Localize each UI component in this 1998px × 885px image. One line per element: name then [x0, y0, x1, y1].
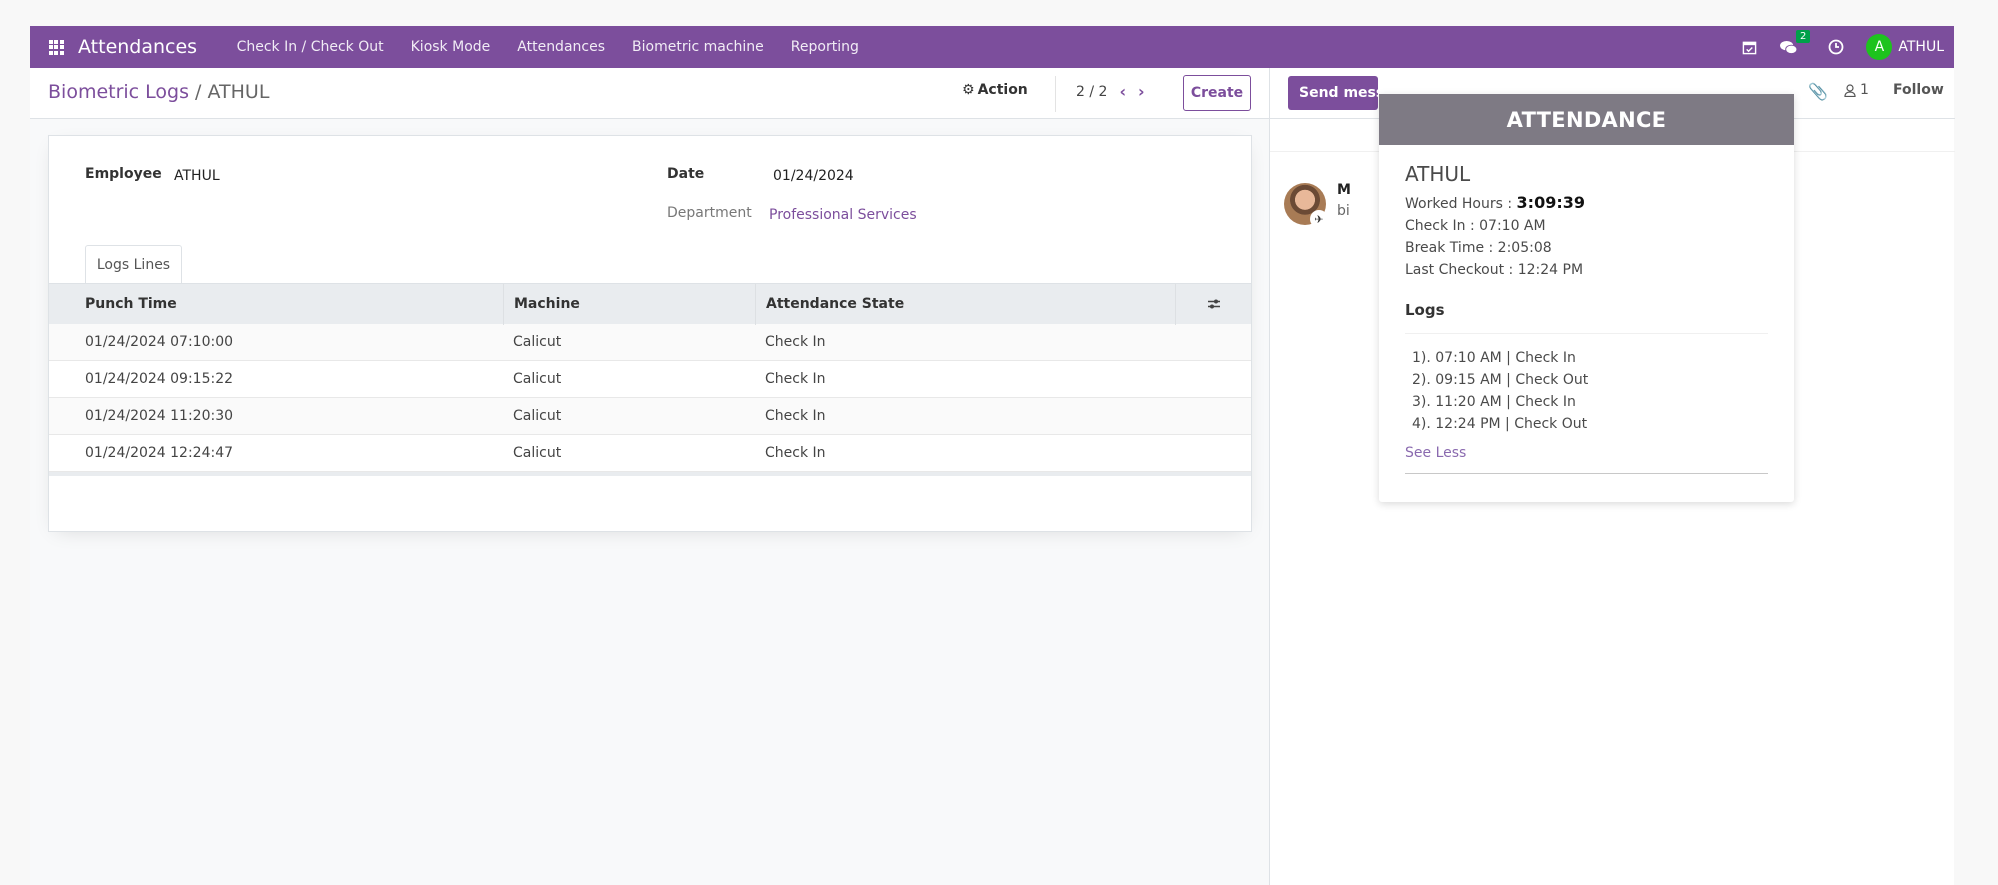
followers-button[interactable]: 1: [1844, 82, 1869, 98]
messages-badge: 2: [1796, 29, 1811, 43]
logs-table: Punch Time Machine Attendance State 01/2…: [49, 283, 1251, 476]
cell-attendance-state: Check In: [765, 408, 826, 424]
message-author[interactable]: M: [1337, 182, 1351, 198]
create-button[interactable]: Create: [1183, 75, 1251, 111]
popup-employee-name: ATHUL: [1405, 162, 1471, 186]
main-menu: Check In / Check Out Kiosk Mode Attendan…: [223, 39, 872, 55]
chevron-right-icon[interactable]: ›: [1138, 82, 1145, 101]
attendance-popup: ATTENDANCE ATHUL Worked Hours : 3:09:39 …: [1379, 94, 1794, 502]
menu-check-in-out[interactable]: Check In / Check Out: [236, 39, 384, 55]
worked-hours: Worked Hours : 3:09:39: [1405, 192, 1768, 215]
logs-heading: Logs: [1405, 301, 1768, 334]
table-footer: [49, 472, 1251, 476]
action-label: Action: [977, 82, 1028, 98]
activity-calendar-icon[interactable]: [1742, 40, 1757, 55]
employee-label: Employee: [85, 166, 162, 182]
control-panel: Biometric Logs / ATHUL ⚙ Action 2 / 2 ‹ …: [30, 68, 1269, 119]
breadcrumb-current: ATHUL: [207, 81, 270, 103]
cell-machine: Calicut: [513, 334, 562, 350]
user-icon: [1844, 83, 1856, 97]
tab-logs-lines[interactable]: Logs Lines: [85, 245, 182, 283]
breadcrumb: Biometric Logs / ATHUL: [48, 81, 269, 103]
table-header: Punch Time Machine Attendance State: [49, 283, 1251, 325]
cell-machine: Calicut: [513, 445, 562, 461]
log-item: 2). 09:15 AM | Check Out: [1412, 372, 1589, 388]
app-brand[interactable]: Attendances: [78, 36, 198, 58]
cell-attendance-state: Check In: [765, 445, 826, 461]
table-body: 01/24/2024 07:10:00 Calicut Check In 01/…: [49, 324, 1251, 472]
message-body: bi: [1337, 203, 1350, 219]
header-punch-time[interactable]: Punch Time: [85, 296, 177, 312]
cell-punch-time: 01/24/2024 11:20:30: [85, 408, 234, 424]
airplane-icon: ✈: [1310, 210, 1328, 228]
menu-attendances[interactable]: Attendances: [517, 39, 606, 55]
gear-icon: ⚙: [962, 82, 975, 98]
pager: 2 / 2 ‹ ›: [1076, 82, 1145, 101]
cell-machine: Calicut: [513, 371, 562, 387]
navbar-systray: 2 A ATHUL: [1742, 26, 1944, 68]
chevron-left-icon[interactable]: ‹: [1119, 82, 1127, 101]
cell-machine: Calicut: [513, 408, 562, 424]
app-menu-button[interactable]: [34, 39, 78, 55]
break-time: Break Time : 2:05:08: [1405, 240, 1552, 256]
action-menu-button[interactable]: ⚙ Action: [962, 82, 1028, 98]
header-machine[interactable]: Machine: [503, 283, 755, 325]
clock-icon[interactable]: [1828, 39, 1844, 55]
pager-value[interactable]: 2 / 2: [1076, 83, 1108, 100]
form-sheet: Employee ATHUL Date 01/24/2024 Departmen…: [48, 135, 1252, 532]
optional-columns-toggle[interactable]: [1175, 283, 1251, 325]
date-field[interactable]: 01/24/2024: [773, 168, 854, 184]
divider: [1405, 473, 1768, 474]
cell-punch-time: 01/24/2024 12:24:47: [85, 445, 234, 461]
worked-hours-value: 3:09:39: [1516, 193, 1586, 212]
table-row[interactable]: 01/24/2024 09:15:22 Calicut Check In: [49, 361, 1251, 398]
menu-biometric-machine[interactable]: Biometric machine: [632, 39, 764, 55]
user-menu[interactable]: A ATHUL: [1866, 34, 1944, 60]
messages-icon[interactable]: 2: [1779, 29, 1811, 55]
table-row[interactable]: 01/24/2024 12:24:47 Calicut Check In: [49, 435, 1251, 472]
grid-icon: [48, 39, 64, 55]
worked-hours-label: Worked Hours :: [1405, 196, 1513, 212]
send-message-button[interactable]: Send message: [1288, 76, 1378, 110]
paperclip-icon[interactable]: 📎: [1808, 82, 1828, 101]
breadcrumb-biometric-logs[interactable]: Biometric Logs: [48, 81, 189, 103]
header-attendance-state[interactable]: Attendance State: [755, 283, 1175, 325]
cell-attendance-state: Check In: [765, 371, 826, 387]
sliders-icon: [1207, 299, 1220, 309]
followers-count: 1: [1860, 82, 1869, 98]
see-less-link[interactable]: See Less: [1405, 445, 1467, 461]
menu-kiosk-mode[interactable]: Kiosk Mode: [410, 39, 491, 55]
last-checkout: Last Checkout : 12:24 PM: [1405, 262, 1584, 278]
log-item: 1). 07:10 AM | Check In: [1412, 350, 1576, 366]
breadcrumb-separator: /: [195, 81, 202, 103]
date-label: Date: [667, 166, 705, 182]
user-avatar: A: [1866, 34, 1893, 60]
follow-button[interactable]: Follow: [1893, 82, 1944, 98]
table-row[interactable]: 01/24/2024 11:20:30 Calicut Check In: [49, 398, 1251, 435]
popup-body: ATHUL Worked Hours : 3:09:39 Check In : …: [1379, 145, 1794, 474]
cell-attendance-state: Check In: [765, 334, 826, 350]
popup-title: ATTENDANCE: [1379, 94, 1794, 145]
logs-list: 1). 07:10 AM | Check In 2). 09:15 AM | C…: [1405, 347, 1768, 435]
divider: [1055, 76, 1056, 112]
table-row[interactable]: 01/24/2024 07:10:00 Calicut Check In: [49, 324, 1251, 361]
check-in-time: Check In : 07:10 AM: [1405, 218, 1546, 234]
top-navbar: Attendances Check In / Check Out Kiosk M…: [30, 26, 1954, 68]
log-item: 4). 12:24 PM | Check Out: [1412, 416, 1588, 432]
app-window: Attendances Check In / Check Out Kiosk M…: [30, 26, 1955, 885]
cell-punch-time: 01/24/2024 09:15:22: [85, 371, 234, 387]
menu-reporting[interactable]: Reporting: [790, 39, 859, 55]
log-item: 3). 11:20 AM | Check In: [1412, 394, 1576, 410]
department-link[interactable]: Professional Services: [769, 207, 917, 223]
employee-field[interactable]: ATHUL: [174, 168, 220, 184]
cell-punch-time: 01/24/2024 07:10:00: [85, 334, 234, 350]
department-label: Department: [667, 205, 752, 221]
user-name: ATHUL: [1898, 39, 1944, 55]
